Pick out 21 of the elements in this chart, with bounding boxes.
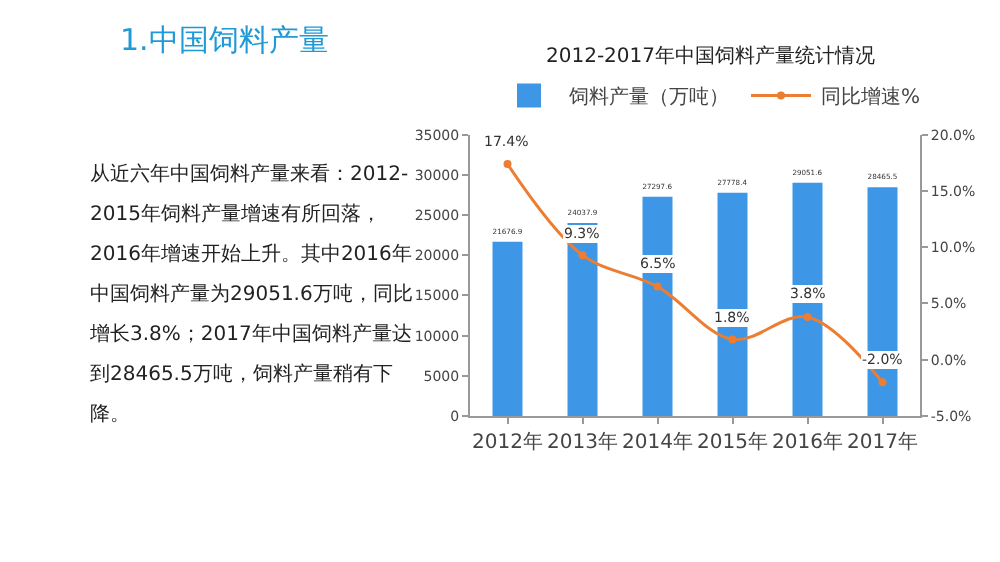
bar bbox=[792, 182, 823, 416]
chart-subtitle: 2012-2017年中国饲料产量统计情况 bbox=[546, 44, 876, 68]
x-tick-label: 2012年 bbox=[472, 429, 543, 454]
bar bbox=[642, 196, 673, 416]
text: 1.中国饲料产量 bbox=[120, 21, 329, 58]
point bbox=[728, 335, 737, 344]
point bbox=[503, 160, 512, 169]
x-tick-label: 2016年 bbox=[772, 429, 843, 454]
text: 从近六年中国饲料产量来看：2012-2015年饲料产量增速有所回落，2016年增速开始上升。其中2016年中国饲料产量为29051.6万吨，同比增长3.8%；2017年中国饲料产量达到28465.5万吨，饲料产量稍有下降。 bbox=[90, 161, 414, 430]
bar bbox=[717, 192, 748, 416]
x-tick-label: 2017年 bbox=[847, 429, 918, 454]
legend-label: 同比增速% bbox=[821, 85, 921, 110]
point bbox=[803, 312, 812, 321]
point bbox=[653, 282, 662, 291]
x-tick-label: 2013年 bbox=[547, 429, 618, 454]
legend-label: 饲料产量（万吨） bbox=[567, 85, 729, 110]
bar bbox=[492, 241, 523, 416]
x-tick-label: 2015年 bbox=[697, 429, 768, 454]
point bbox=[878, 378, 887, 387]
x-tick-label: 2014年 bbox=[622, 429, 693, 454]
point bbox=[578, 251, 587, 260]
